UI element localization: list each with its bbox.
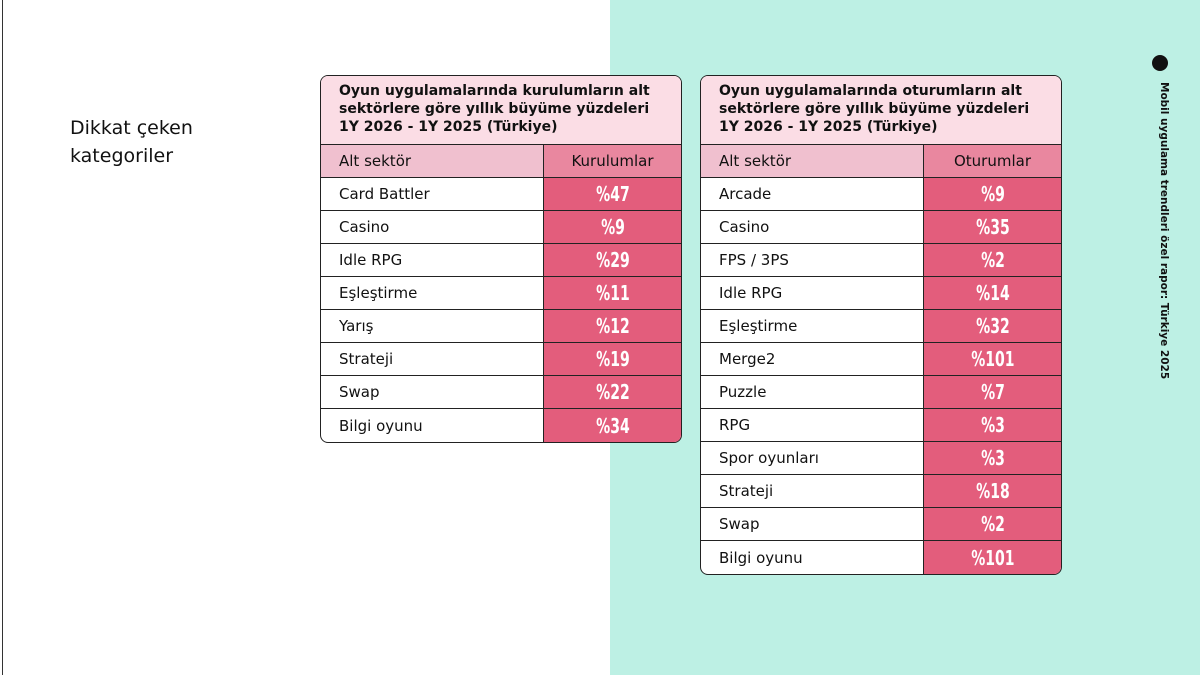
table: Oyun uygulamalarında kurulumların alt se… bbox=[320, 75, 682, 443]
value-text: %22 bbox=[595, 380, 630, 404]
value-cell: %47 bbox=[544, 178, 681, 210]
value-cell: %32 bbox=[924, 310, 1061, 342]
sector-cell: Card Battler bbox=[321, 178, 544, 210]
value-text: %3 bbox=[980, 413, 1005, 437]
sector-cell: Swap bbox=[321, 376, 544, 408]
header-cell: Alt sektör bbox=[321, 145, 544, 177]
value-cell: %12 bbox=[544, 310, 681, 342]
value-cell: %2 bbox=[924, 244, 1061, 276]
table-row: Card Battler %47 bbox=[321, 178, 681, 211]
value-text: %9 bbox=[980, 182, 1005, 206]
table-row: Spor oyunları %3 bbox=[701, 442, 1061, 475]
value-cell: %35 bbox=[924, 211, 1061, 243]
sector-cell: RPG bbox=[701, 409, 924, 441]
value-text: %7 bbox=[980, 380, 1005, 404]
table-row: Casino %35 bbox=[701, 211, 1061, 244]
value-cell: %19 bbox=[544, 343, 681, 375]
value-text: %9 bbox=[600, 215, 625, 239]
sector-cell: Puzzle bbox=[701, 376, 924, 408]
header-row: Alt sektör Kurulumlar bbox=[321, 145, 681, 178]
heading: Dikkat çeken kategoriler bbox=[70, 117, 193, 167]
table-row: Puzzle %7 bbox=[701, 376, 1061, 409]
value-cell: %7 bbox=[924, 376, 1061, 408]
value-cell: %22 bbox=[544, 376, 681, 408]
table-row: Strateji %18 bbox=[701, 475, 1061, 508]
table-row: Bilgi oyunu %101 bbox=[701, 541, 1061, 574]
table: Oyun uygulamalarında oturumların alt sek… bbox=[700, 75, 1062, 575]
value-cell: %29 bbox=[544, 244, 681, 276]
sector-cell: Bilgi oyunu bbox=[321, 409, 544, 442]
value-text: %2 bbox=[980, 512, 1005, 536]
sector-cell: Strateji bbox=[701, 475, 924, 507]
table-title: Oyun uygulamalarında oturumların alt sek… bbox=[701, 76, 1061, 145]
value-cell: %101 bbox=[924, 343, 1061, 375]
sector-cell: Arcade bbox=[701, 178, 924, 210]
value-cell: %14 bbox=[924, 277, 1061, 309]
table-row: Idle RPG %14 bbox=[701, 277, 1061, 310]
table-row: FPS / 3PS %2 bbox=[701, 244, 1061, 277]
sector-cell: Casino bbox=[321, 211, 544, 243]
side-text: Mobil uygulama trendleri özel rapor: Tür… bbox=[1158, 82, 1170, 380]
value-text: %101 bbox=[970, 545, 1015, 570]
value-text: %32 bbox=[975, 314, 1010, 338]
table-row: Eşleştirme %11 bbox=[321, 277, 681, 310]
value-cell: %3 bbox=[924, 442, 1061, 474]
value-text: %101 bbox=[970, 347, 1015, 371]
table-row: Swap %22 bbox=[321, 376, 681, 409]
value-text: %18 bbox=[975, 479, 1010, 503]
value-text: %47 bbox=[595, 182, 630, 206]
edge-line bbox=[2, 0, 3, 675]
table-row: Yarış %12 bbox=[321, 310, 681, 343]
sector-cell: Casino bbox=[701, 211, 924, 243]
table-row: Bilgi oyunu %34 bbox=[321, 409, 681, 442]
table-row: Strateji %19 bbox=[321, 343, 681, 376]
value-text: %2 bbox=[980, 248, 1005, 272]
value-cell: %101 bbox=[924, 541, 1061, 574]
value-text: %3 bbox=[980, 446, 1005, 470]
table-row: Swap %2 bbox=[701, 508, 1061, 541]
table-row: Idle RPG %29 bbox=[321, 244, 681, 277]
value-text: %14 bbox=[975, 281, 1010, 305]
value-cell: %34 bbox=[544, 409, 681, 442]
table-row: Merge2 %101 bbox=[701, 343, 1061, 376]
value-cell: %9 bbox=[544, 211, 681, 243]
value-text: %29 bbox=[595, 248, 630, 272]
value-text: %12 bbox=[595, 314, 630, 338]
sector-cell: Eşleştirme bbox=[321, 277, 544, 309]
sector-cell: Idle RPG bbox=[321, 244, 544, 276]
table-row: RPG %3 bbox=[701, 409, 1061, 442]
value-cell: %9 bbox=[924, 178, 1061, 210]
header-cell: Oturumlar bbox=[924, 145, 1061, 177]
sector-cell: Idle RPG bbox=[701, 277, 924, 309]
header-cell: Kurulumlar bbox=[544, 145, 681, 177]
header-cell: Alt sektör bbox=[701, 145, 924, 177]
sector-cell: Yarış bbox=[321, 310, 544, 342]
table-row: Casino %9 bbox=[321, 211, 681, 244]
header-row: Alt sektör Oturumlar bbox=[701, 145, 1061, 178]
value-cell: %18 bbox=[924, 475, 1061, 507]
sector-cell: Bilgi oyunu bbox=[701, 541, 924, 574]
sector-cell: FPS / 3PS bbox=[701, 244, 924, 276]
value-text: %34 bbox=[595, 413, 630, 438]
table-title: Oyun uygulamalarında kurulumların alt se… bbox=[321, 76, 681, 145]
value-text: %35 bbox=[975, 215, 1010, 239]
value-text: %19 bbox=[595, 347, 630, 371]
sector-cell: Strateji bbox=[321, 343, 544, 375]
value-cell: %2 bbox=[924, 508, 1061, 540]
value-cell: %3 bbox=[924, 409, 1061, 441]
sector-cell: Spor oyunları bbox=[701, 442, 924, 474]
table-row: Arcade %9 bbox=[701, 178, 1061, 211]
value-cell: %11 bbox=[544, 277, 681, 309]
logo bbox=[1152, 55, 1168, 71]
sector-cell: Merge2 bbox=[701, 343, 924, 375]
table-row: Eşleştirme %32 bbox=[701, 310, 1061, 343]
sector-cell: Eşleştirme bbox=[701, 310, 924, 342]
sector-cell: Swap bbox=[701, 508, 924, 540]
value-text: %11 bbox=[595, 281, 630, 305]
